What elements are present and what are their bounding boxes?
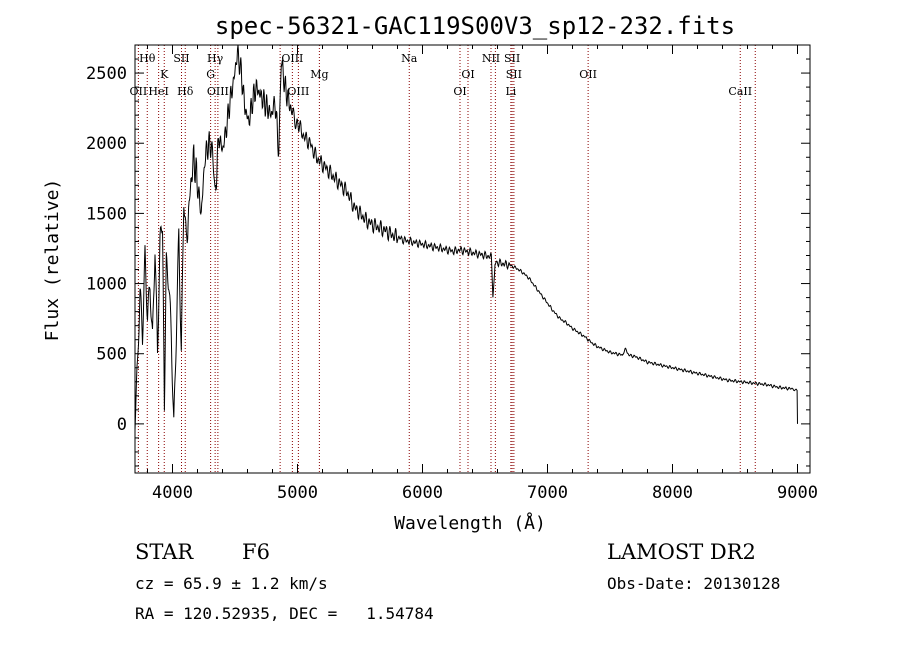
- line-marker-label: OIII: [287, 85, 309, 98]
- x-axis-ticks: 4000 5000 6000 7000 8000 9000: [147, 45, 818, 503]
- x-axis-label: Wavelength (Å): [394, 512, 546, 534]
- survey-label: LAMOST DR2: [607, 540, 756, 564]
- line-marker-label: SII: [173, 52, 189, 65]
- line-marker-label: Na: [401, 52, 418, 65]
- y-axis-label: Flux (relative): [42, 179, 63, 342]
- y-axis-ticks: 0 500 1000 1500 2000 2500: [86, 44, 810, 467]
- line-marker-label: SII: [506, 68, 522, 81]
- y-tick-label: 2000: [86, 134, 127, 154]
- line-marker-label: Hθ: [139, 52, 156, 65]
- line-marker-label: Hδ: [177, 85, 194, 98]
- line-marker-label: NII: [482, 52, 500, 65]
- x-tick-label: 7000: [527, 483, 568, 503]
- line-marker-group: [137, 45, 756, 473]
- line-marker-label: G: [206, 68, 215, 81]
- line-marker-label: Hγ: [207, 52, 224, 65]
- line-marker-label: SII: [504, 52, 520, 65]
- line-marker-label: OI: [453, 85, 466, 98]
- line-marker-label: OI: [461, 68, 474, 81]
- obs-date-text: Obs-Date: 20130128: [607, 574, 781, 593]
- line-marker-label: OII: [130, 85, 148, 98]
- spectrum-series: [134, 45, 798, 431]
- line-marker-label: OIII: [281, 52, 303, 65]
- line-marker-label: K: [160, 68, 169, 81]
- redshift-text: cz = 65.9 ± 1.2 km/s: [135, 574, 328, 593]
- coordinates-text: RA = 120.52935, DEC = 1.54784: [135, 604, 434, 623]
- y-tick-label: 0: [117, 415, 127, 435]
- y-tick-label: 500: [96, 345, 127, 365]
- object-subclass: F6: [242, 540, 270, 564]
- x-tick-label: 8000: [652, 483, 693, 503]
- spectrum-line: [134, 45, 798, 431]
- line-marker-label: OIII: [207, 85, 229, 98]
- chart-title: spec-56321-GAC119S00V3_sp12-232.fits: [215, 12, 735, 40]
- line-marker-label: Mg: [310, 68, 328, 81]
- line-marker-label: HeI: [148, 85, 168, 98]
- plot-frame: [134, 44, 811, 474]
- line-marker-label: CaII: [728, 85, 752, 98]
- line-marker-label: Li: [505, 85, 516, 98]
- x-tick-label: 4000: [152, 483, 193, 503]
- y-tick-label: 1500: [86, 204, 127, 224]
- y-tick-label: 1000: [86, 275, 127, 295]
- x-tick-label: 5000: [277, 483, 318, 503]
- y-tick-label: 2500: [86, 64, 127, 84]
- x-tick-label: 9000: [777, 483, 818, 503]
- line-marker-label: OII: [579, 68, 597, 81]
- line-marker-label-group: HθOIIKHeISIIHδHγGOIIIOIIIOIIIMgNaOIOINII…: [130, 52, 753, 98]
- x-tick-label: 6000: [402, 483, 443, 503]
- object-class: STAR: [135, 540, 194, 564]
